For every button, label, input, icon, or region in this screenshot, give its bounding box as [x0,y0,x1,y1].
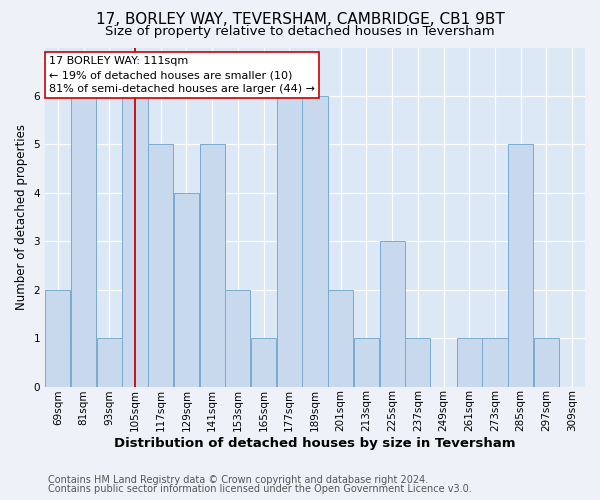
Bar [354,338,379,386]
Bar [508,144,533,386]
Text: 17, BORLEY WAY, TEVERSHAM, CAMBRIDGE, CB1 9BT: 17, BORLEY WAY, TEVERSHAM, CAMBRIDGE, CB… [95,12,505,28]
Bar [380,241,405,386]
Text: Contains public sector information licensed under the Open Government Licence v3: Contains public sector information licen… [48,484,472,494]
Text: 17 BORLEY WAY: 111sqm
← 19% of detached houses are smaller (10)
81% of semi-deta: 17 BORLEY WAY: 111sqm ← 19% of detached … [49,56,316,94]
Bar [482,338,508,386]
Bar [45,290,70,386]
Bar [277,96,302,386]
Bar [302,96,328,386]
Bar [457,338,482,386]
Bar [71,96,96,386]
Bar [97,338,122,386]
Bar [405,338,430,386]
Bar [174,193,199,386]
Text: Size of property relative to detached houses in Teversham: Size of property relative to detached ho… [105,25,495,38]
X-axis label: Distribution of detached houses by size in Teversham: Distribution of detached houses by size … [114,437,516,450]
Bar [122,96,148,386]
Text: Contains HM Land Registry data © Crown copyright and database right 2024.: Contains HM Land Registry data © Crown c… [48,475,428,485]
Bar [534,338,559,386]
Bar [148,144,173,386]
Bar [328,290,353,386]
Y-axis label: Number of detached properties: Number of detached properties [15,124,28,310]
Bar [225,290,250,386]
Bar [251,338,276,386]
Bar [200,144,225,386]
